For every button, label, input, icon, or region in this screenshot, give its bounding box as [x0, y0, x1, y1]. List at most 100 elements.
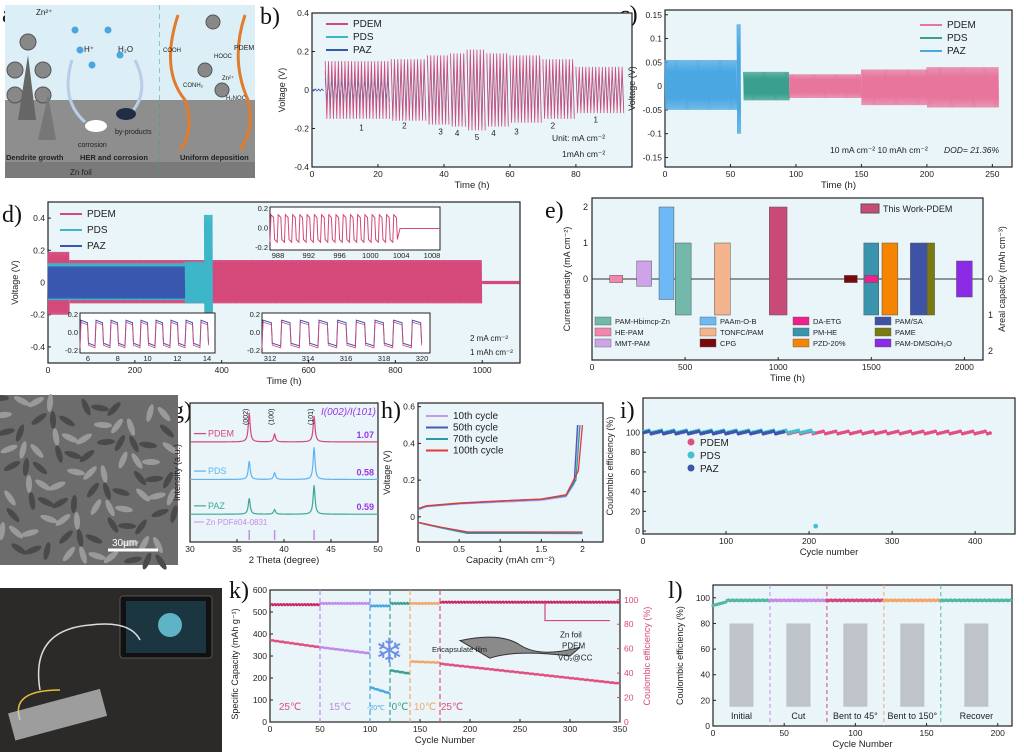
flake	[135, 519, 147, 535]
cell-photo	[729, 623, 754, 707]
flake	[146, 404, 154, 422]
flake	[70, 495, 78, 513]
inset-y-tick: -0.2	[247, 346, 260, 355]
flake	[136, 488, 150, 502]
y-tick-label: -0.2	[30, 310, 45, 320]
voltage-trace-pds	[743, 71, 790, 101]
legend-label: 50th cycle	[453, 423, 498, 434]
inset-y-tick: -0.2	[65, 346, 78, 355]
flake	[97, 438, 115, 446]
flake	[90, 499, 102, 515]
temperature-label: 10℃	[414, 702, 436, 713]
flake	[103, 550, 119, 564]
y-tick-label: -0.2	[294, 124, 309, 134]
flake	[24, 545, 42, 555]
flake	[118, 522, 136, 530]
schematic-panel-a: Zn²⁺ H⁺ H₂O corrosion by-products Dendrite gr…	[5, 5, 255, 178]
voltage-trace-pdem	[788, 74, 862, 99]
flake	[59, 530, 73, 544]
zn-ion-sphere	[34, 61, 52, 79]
flake	[94, 421, 112, 429]
legend: PAM-Hbimcp-Zn HE-PAM MMT-PAM PAAm-O-B TONFC/…	[594, 203, 952, 348]
legend-label: PAME	[895, 328, 916, 337]
x-axis-label: Capacity (mAh cm⁻²)	[466, 555, 555, 566]
flake	[55, 445, 63, 463]
series-label: PAZ	[208, 501, 225, 511]
flake	[4, 490, 16, 506]
inset-x-tick: 14	[203, 354, 211, 363]
y2-tick-label: 80	[624, 619, 634, 629]
efficiency-trace	[389, 601, 411, 606]
legend-label: MMT-PAM	[615, 339, 650, 348]
inset-x-tick: 10	[143, 354, 151, 363]
y-tick-label: 400	[253, 629, 267, 639]
legend-label: PDS	[87, 225, 108, 236]
y2-tick-label: 0	[624, 717, 629, 727]
zn-foil-label: Zn foil	[70, 168, 92, 177]
current-step-label: 1	[593, 116, 598, 125]
x-tick-label: 200	[802, 536, 816, 546]
cell-photo	[843, 623, 868, 707]
flake	[155, 554, 167, 570]
flake	[32, 461, 48, 475]
data-point	[721, 429, 726, 434]
x-tick-label: 200	[920, 169, 934, 179]
x-axis-label: Time (h)	[266, 376, 301, 387]
x-tick-label: 200	[128, 365, 142, 375]
legend-label: PAM-DMSO/H₂O	[895, 339, 952, 348]
cell-photo	[900, 623, 925, 707]
y-tick-label: 0.15	[645, 10, 662, 20]
flake	[61, 433, 79, 443]
ratio-value: 0.59	[356, 502, 374, 512]
x-tick-label: 1000	[769, 362, 788, 372]
stage-label: Bent to 45°	[833, 711, 878, 721]
voltage-trace-paz	[664, 59, 738, 110]
legend-swatch	[792, 316, 810, 326]
ratio-value: 1.07	[356, 430, 374, 440]
inset-y-tick: 0.0	[250, 328, 260, 337]
x-tick-label: 1500	[862, 362, 881, 372]
encapsulate-film-label: Encapsulate film	[432, 645, 487, 654]
unit-label: Unit: mA cm⁻²	[552, 133, 605, 143]
flake	[133, 470, 147, 486]
voltage-trace-pdem	[861, 69, 928, 106]
temperature-label: 25℃	[441, 702, 463, 713]
zn-foil-label: Zn foil	[560, 630, 582, 639]
water-label: H₂O	[118, 45, 133, 54]
cable	[37, 623, 141, 691]
legend-label: HE-PAM	[615, 328, 644, 337]
xrd-pattern-paz	[189, 485, 379, 515]
data-point	[908, 429, 913, 434]
water-molecule-icon	[71, 26, 79, 34]
y-tick-label: 0.05	[645, 57, 662, 67]
x-tick-label: 200	[991, 728, 1005, 738]
data-point	[746, 429, 751, 434]
x-tick-label: 0	[46, 365, 51, 375]
y2-tick-label: 2	[988, 346, 993, 356]
flake	[115, 505, 133, 513]
panel-c: 0 50 100 150 200 250 -0.15 -0.1 -0.05 0 0.05 0.1 0.1…	[627, 9, 1013, 191]
inset-x-tick: 8	[116, 354, 120, 363]
data-point	[871, 429, 875, 434]
flake	[62, 546, 76, 562]
flake	[13, 396, 31, 406]
inset-x-tick: 318	[378, 354, 391, 363]
inset-y-tick: 0.0	[68, 328, 78, 337]
capacity-trace	[369, 686, 391, 695]
capacity-label: 1mAh cm⁻²	[562, 149, 605, 159]
data-point	[647, 429, 651, 434]
flake	[162, 442, 178, 454]
panel-label: e)	[545, 198, 564, 224]
legend-label: PAZ	[700, 464, 719, 475]
panel-g: 30 35 40 45 50 2 Theta (degree) Intensity (a.u…	[172, 402, 383, 566]
bar-pam-hbimcp-zn	[675, 242, 692, 316]
data-point	[933, 429, 938, 434]
flake	[142, 552, 152, 570]
bar-pam-sa	[910, 242, 928, 316]
data-point	[811, 430, 816, 435]
y-tick-label: 0	[583, 274, 588, 284]
plot-area	[417, 402, 604, 543]
legend-marker	[687, 464, 695, 472]
y-tick-label: -0.1	[647, 129, 662, 139]
x-tick-label: 200	[463, 724, 477, 734]
